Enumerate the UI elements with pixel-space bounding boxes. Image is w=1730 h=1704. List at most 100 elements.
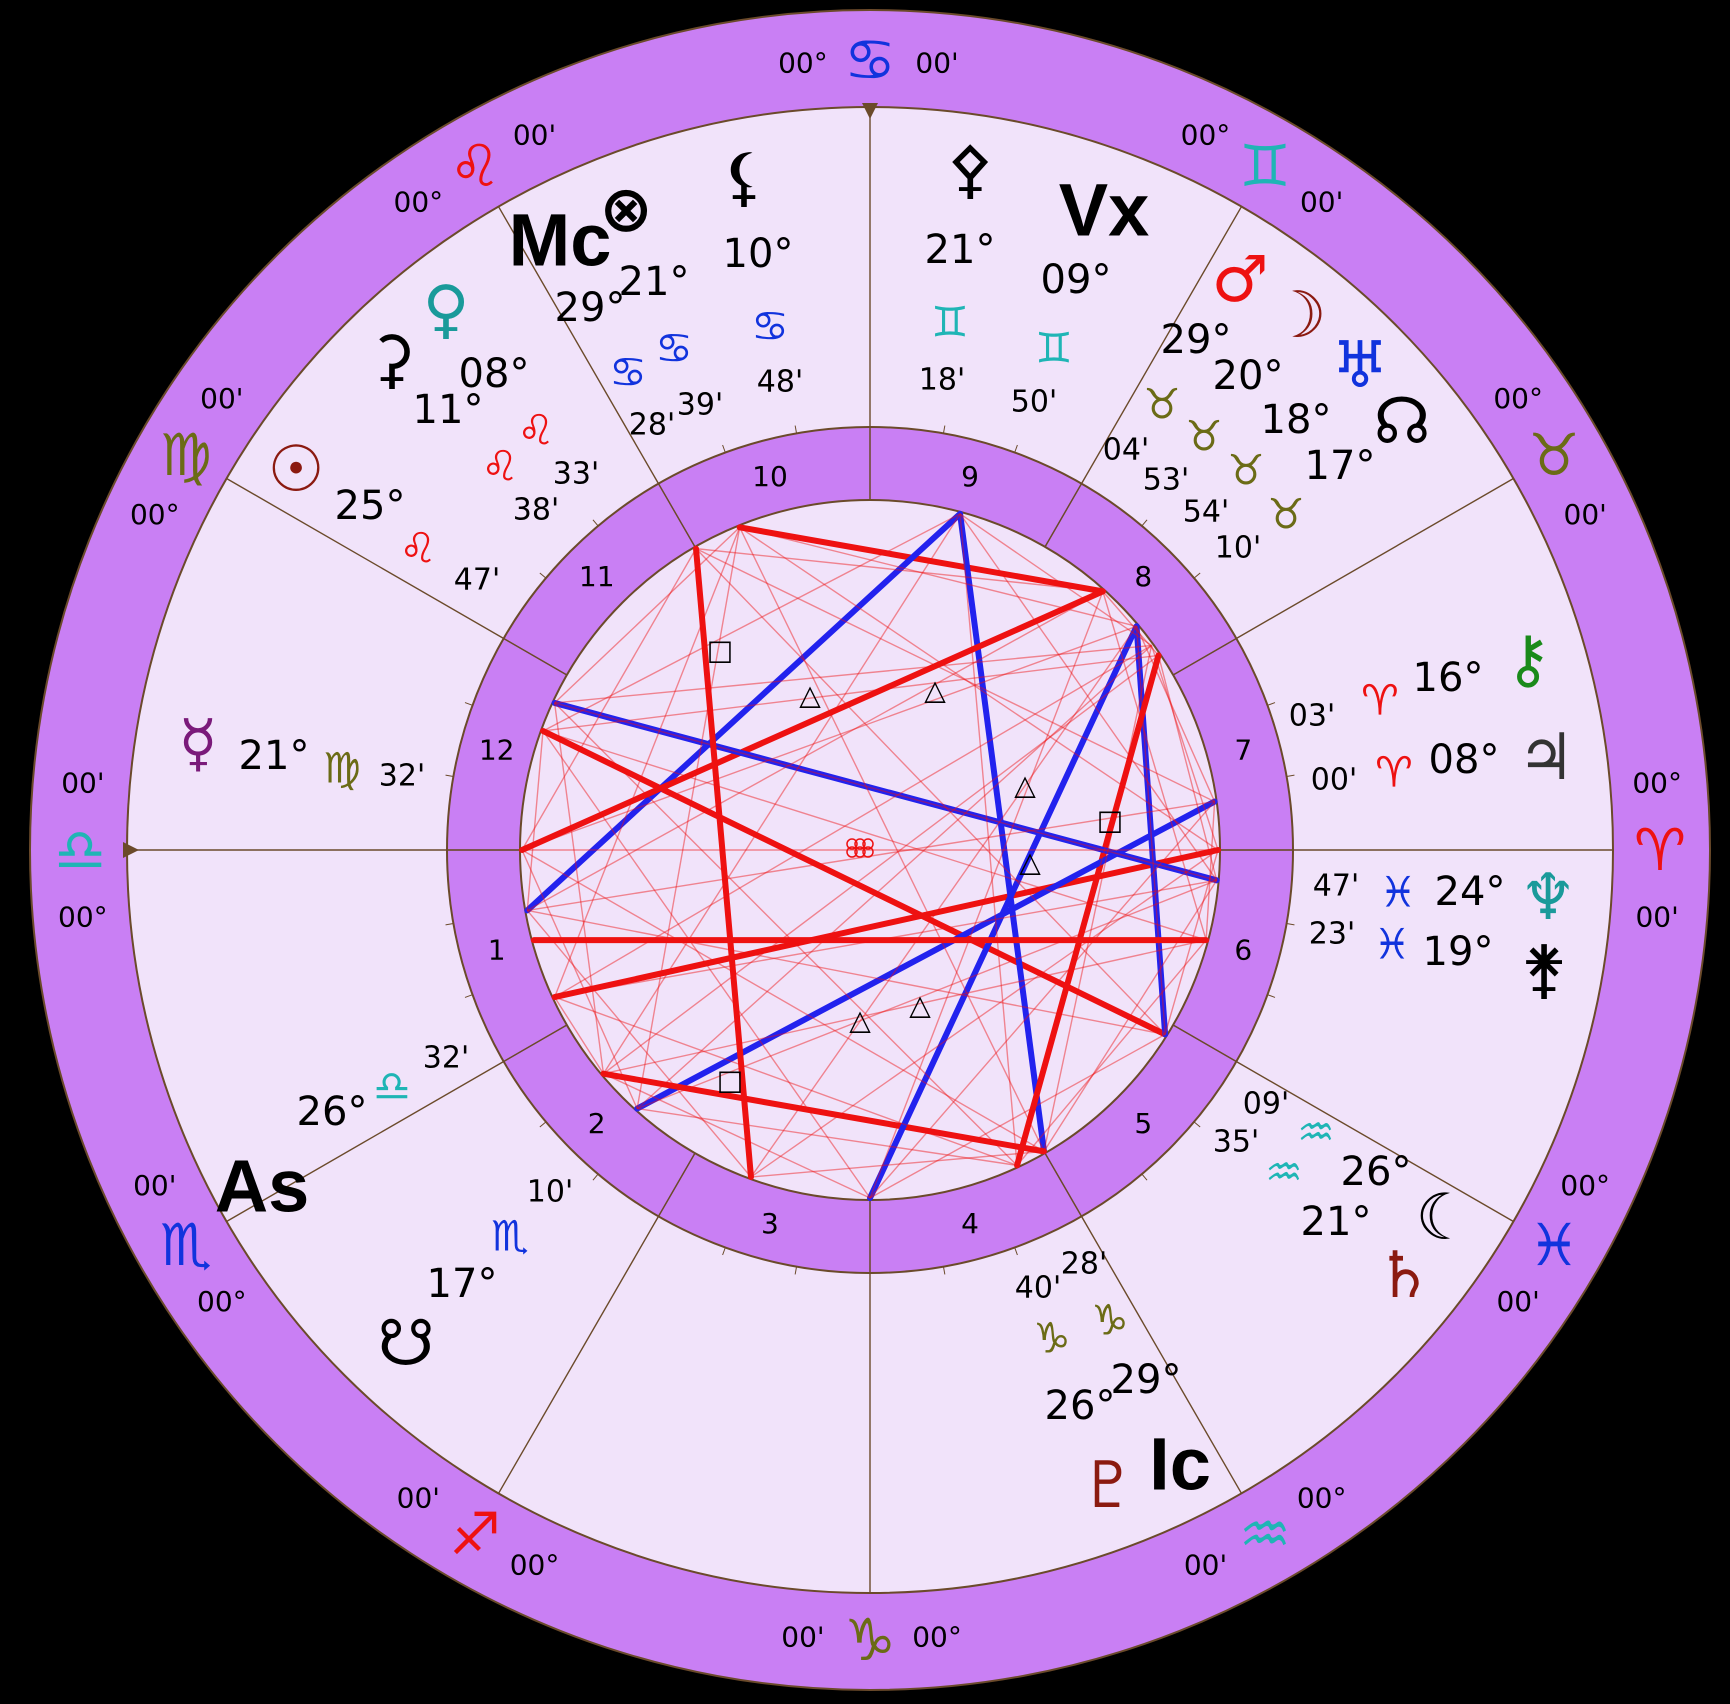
aspect-line [600,1070,1047,1155]
aspect-line-minor [554,702,1018,1166]
moon-minute: 53' [1143,463,1189,498]
saturn-sign-icon: ♒ [1265,1148,1303,1197]
aspect-line-minor [527,909,1166,1036]
mercury-minute: 32' [379,759,425,794]
aspect-line [693,545,754,1181]
pluto-icon: ♇ [1079,1449,1136,1523]
aspect-line-minor [542,730,1207,941]
selena-icon: ☾ [1415,1181,1472,1255]
aspect-line-minor [637,1107,1018,1167]
aspect-line-minor [554,644,1152,704]
sign-glyph-cancer: ♋ [844,26,896,94]
sign-minute: 00' [1564,498,1607,531]
vertex-degree: 09° [1041,257,1112,303]
sign-degree: 00° [1181,118,1231,151]
sign-glyph-pisces: ♓ [1528,1211,1580,1279]
cusp-band-line [1044,1152,1083,1217]
aspect-line [867,623,1140,1201]
degree-tick [942,1266,946,1275]
jupiter-sign-icon: ♈ [1375,748,1413,797]
aspect-lines: □ □ □ △ △ △ △ △ △ [519,510,1221,1201]
juno-sign-icon: ♓ [1373,920,1411,969]
selena-degree: 26° [1341,1149,1412,1195]
sign-glyph-libra: ♎ [54,816,106,884]
zodiac-labels: ♈00°00'♉00°00'♊00°00'♋00° 00'♌00°00'♍00°0… [54,26,1686,1674]
imum-coeli-degree: 29° [1111,1357,1182,1403]
aspect-line-minor [636,879,1217,1110]
imum-coeli-icon: Ic [1149,1423,1211,1506]
aspect-line-minor [1164,849,1219,1035]
vertex-minute: 50' [1011,385,1057,420]
sign-degree: 00° [58,901,108,934]
imum-coeli-sign-icon: ♑ [1091,1296,1129,1345]
moon-sign-icon: ♉ [1185,412,1223,461]
selena-sign-icon: ♒ [1297,1108,1335,1157]
sign-glyph-leo: ♌ [449,132,501,200]
aspect-line-minor [526,909,752,1178]
ceres-icon: ⚳ [369,323,416,397]
venus-icon: ♀ [423,273,470,347]
aspect-line-minor [554,644,1152,998]
aspect-line-minor [553,702,605,1074]
aspect-line-minor [554,996,605,1075]
aspect-line-minor [695,547,1215,803]
ascendant-minute: 32' [423,1041,469,1076]
aspect-line-minor [542,513,961,732]
degree-tick [1141,1173,1148,1181]
planet-labels: ☉ 25°♌47'♀08°♌33'⚳11°♌38'⊗21°♋39'Mc29°♋28… [178,133,1576,1523]
part-of-fortune-sign-icon: ♋ [655,324,693,373]
imum-coeli-minute: 28' [1061,1247,1107,1282]
degree-ticks [439,419,1301,1281]
aspect-line-minor [1135,626,1166,1035]
aspect-line-minor [603,939,1207,1075]
sign-minute: 00' [513,118,556,151]
degree-tick [539,1121,547,1128]
aspect-line [539,727,1169,1038]
sun-sign-icon: ♌ [399,524,437,573]
sign-degree: 00° [778,46,828,79]
sign-degree: 00° [1493,382,1543,415]
neptune-degree: 24° [1435,869,1506,915]
cusp-band-line [657,1152,696,1217]
ascendant-icon: As [215,1145,310,1228]
degree-tick [1014,444,1018,453]
center-marker [862,838,874,850]
aspect-line-minor [521,849,1045,1152]
aspect-line-minor [1016,939,1207,1166]
sign-glyph-sagittarius: ♐ [449,1500,501,1568]
neptune-minute: 47' [1313,869,1359,904]
jupiter-degree: 08° [1429,737,1500,783]
degree-tick [654,1216,659,1224]
aspect-line-minor [959,513,1152,647]
north-node-degree: 17° [1305,443,1376,489]
trine-aspect-marker: △ [909,989,931,1022]
degree-tick [1193,1121,1201,1128]
venus-degree: 08° [459,351,530,397]
saturn-minute: 35' [1213,1125,1259,1160]
aspect-line-minor [602,654,1159,1075]
degree-tick [464,702,473,706]
juno-minute: 23' [1309,917,1355,952]
aspect-line [957,510,1047,1155]
aspect-line-minor [1157,655,1218,881]
house-number: 4 [961,1207,979,1240]
degree-tick [1286,774,1295,778]
center-marker [854,838,866,850]
aspect-line-minor [526,730,544,911]
uranus-degree: 18° [1261,397,1332,443]
sign-degree: 00° [1632,766,1682,799]
aspect-line-minor [1043,879,1218,1152]
south-node-sign-icon: ♏ [491,1212,529,1261]
degree-tick [1286,922,1295,926]
pallas-minute: 18' [919,363,965,398]
sign-degree: 00° [1560,1169,1610,1202]
house-number: 2 [588,1107,606,1140]
house-number: 10 [752,460,788,493]
degree-tick [722,1247,726,1256]
sign-minute: 00' [1496,1285,1539,1318]
moon-degree: 20° [1213,353,1284,399]
square-aspect-marker: □ [717,1064,743,1097]
sign-degree: 00° [1297,1482,1347,1515]
sign-minute: 00' [397,1482,440,1515]
